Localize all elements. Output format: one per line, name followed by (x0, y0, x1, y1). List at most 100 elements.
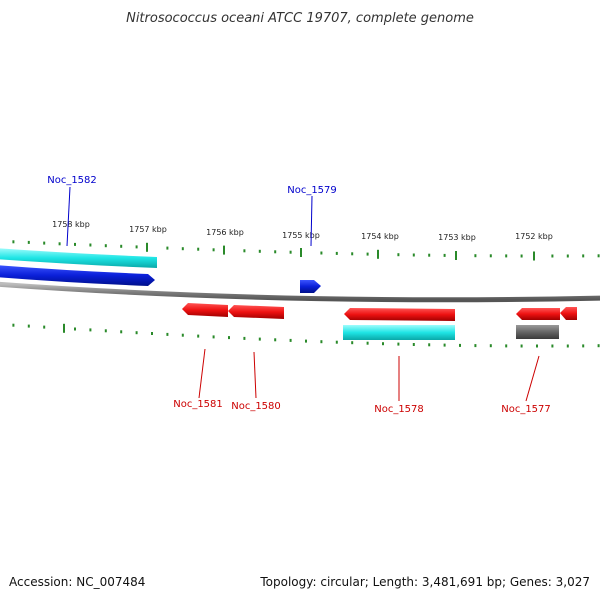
lower-minor-tick-14 (212, 335, 215, 339)
lower-minor-tick-18 (274, 338, 277, 342)
gene-labels: Noc_1582 Noc_1579 Noc_1581 Noc_1580 Noc_… (47, 175, 551, 415)
reverse-cyan-feature[interactable] (343, 325, 455, 340)
gene-noc-1582-shape[interactable] (0, 265, 155, 286)
gene-noc-1578-shape[interactable] (344, 308, 455, 321)
upper-minor-tick-36 (551, 254, 554, 258)
gene-noc-1581-shape[interactable] (182, 303, 228, 317)
lower-minor-tick-5 (74, 327, 76, 331)
upper-minor-tick-27 (412, 253, 415, 257)
lower-minor-tick-33 (505, 344, 508, 348)
upper-minor-tick-2 (27, 240, 30, 244)
upper-minor-tick-8 (120, 244, 123, 248)
reverse-gray-feature[interactable] (516, 325, 559, 339)
lower-minor-tick-26 (397, 342, 400, 346)
upper-minor-tick-7 (104, 244, 107, 248)
upper-minor-tick-11 (166, 246, 169, 250)
lower-minor-tick-2 (27, 324, 30, 328)
upper-minor-tick-22 (335, 251, 338, 255)
upper-minor-tick-29 (443, 253, 446, 257)
gene-noc-1580-shape[interactable] (228, 305, 284, 319)
upper-major-tick-30 (455, 251, 457, 260)
upper-minor-tick-17 (258, 249, 261, 253)
tick-label-1754: 1754 kbp (361, 232, 399, 241)
lower-minor-tick-1 (12, 323, 15, 327)
upper-minor-tick-31 (474, 254, 477, 258)
lower-minor-tick-31 (474, 344, 477, 348)
topology-text: Topology: circular; Length: 3,481,691 bp… (259, 575, 590, 589)
upper-minor-tick-9 (135, 245, 138, 249)
lower-minor-tick-38 (582, 344, 585, 348)
upper-minor-tick-39 (597, 254, 600, 258)
upper-major-tick-25 (377, 249, 379, 259)
lower-minor-tick-13 (197, 334, 200, 338)
upper-minor-tick-26 (397, 253, 400, 257)
upper-major-tick-10 (146, 242, 148, 252)
leader-noc-1581 (198, 348, 206, 399)
tick-label-1758: 1758 kbp (52, 220, 90, 229)
lower-minor-tick-12 (181, 333, 184, 337)
upper-minor-tick-13 (197, 247, 200, 251)
lower-minor-tick-20 (305, 339, 307, 343)
lower-minor-tick-6 (89, 328, 92, 332)
upper-minor-tick-3 (43, 241, 46, 245)
upper-minor-tick-24 (366, 252, 369, 256)
lower-minor-tick-17 (258, 337, 261, 341)
lower-tick-row (12, 323, 600, 348)
upper-minor-tick-28 (428, 253, 431, 257)
forward-cyan-feature[interactable] (0, 248, 157, 268)
lower-minor-tick-15 (228, 336, 230, 340)
lower-minor-tick-34 (520, 344, 523, 348)
upper-minor-tick-34 (520, 254, 523, 258)
lower-minor-tick-25 (382, 342, 384, 346)
upper-minor-tick-4 (58, 242, 61, 246)
lower-minor-tick-22 (335, 340, 338, 344)
upper-minor-tick-14 (212, 248, 215, 252)
lower-major-tick-4 (63, 323, 65, 333)
tick-label-1752: 1752 kbp (515, 232, 553, 241)
lower-minor-tick-21 (320, 340, 323, 344)
upper-minor-tick-38 (582, 254, 585, 258)
lower-minor-tick-19 (289, 338, 292, 342)
gene-label-noc-1582[interactable]: Noc_1582 (47, 175, 97, 186)
lower-minor-tick-8 (120, 330, 123, 334)
upper-minor-tick-1 (12, 240, 15, 244)
tick-label-1755: 1755 kbp (282, 231, 320, 240)
lower-minor-tick-16 (243, 336, 246, 340)
lower-minor-tick-9 (135, 331, 138, 335)
tick-label-1756: 1756 kbp (206, 228, 244, 237)
lower-minor-tick-7 (104, 329, 107, 333)
genome-backbone (0, 281, 600, 303)
upper-tick-row (12, 240, 600, 261)
gene-small-red-right-shape[interactable] (560, 307, 577, 320)
gene-label-noc-1579[interactable]: Noc_1579 (287, 185, 337, 196)
lower-minor-tick-28 (428, 343, 431, 347)
gene-label-noc-1581[interactable]: Noc_1581 (173, 399, 223, 410)
lower-minor-tick-32 (489, 344, 492, 348)
tick-labels: 1758 kbp 1757 kbp 1756 kbp 1755 kbp 1754… (52, 220, 553, 242)
tick-label-1757: 1757 kbp (129, 225, 167, 234)
upper-minor-tick-37 (566, 254, 569, 258)
upper-minor-tick-33 (505, 254, 508, 258)
gene-label-noc-1580[interactable]: Noc_1580 (231, 401, 281, 412)
lower-minor-tick-35 (536, 344, 538, 348)
leader-noc-1582 (66, 186, 71, 247)
leader-noc-1579 (310, 195, 313, 247)
gene-noc-1579-shape[interactable] (300, 280, 321, 293)
lower-minor-tick-3 (43, 325, 46, 329)
upper-minor-tick-18 (274, 250, 277, 254)
gene-label-noc-1577[interactable]: Noc_1577 (501, 404, 551, 415)
lower-minor-tick-29 (443, 343, 446, 347)
upper-major-tick-15 (223, 245, 225, 255)
tick-label-1753: 1753 kbp (438, 233, 476, 242)
upper-minor-tick-6 (89, 243, 92, 247)
leader-lines (66, 186, 540, 402)
lower-minor-tick-36 (551, 344, 554, 348)
lower-minor-tick-11 (166, 332, 169, 336)
gene-label-noc-1578[interactable]: Noc_1578 (374, 404, 424, 415)
upper-minor-tick-12 (181, 247, 184, 251)
lower-minor-tick-39 (597, 344, 600, 348)
lower-minor-tick-37 (566, 344, 569, 348)
leader-noc-1580 (253, 351, 257, 399)
gene-noc-1577-shape[interactable] (516, 308, 560, 320)
